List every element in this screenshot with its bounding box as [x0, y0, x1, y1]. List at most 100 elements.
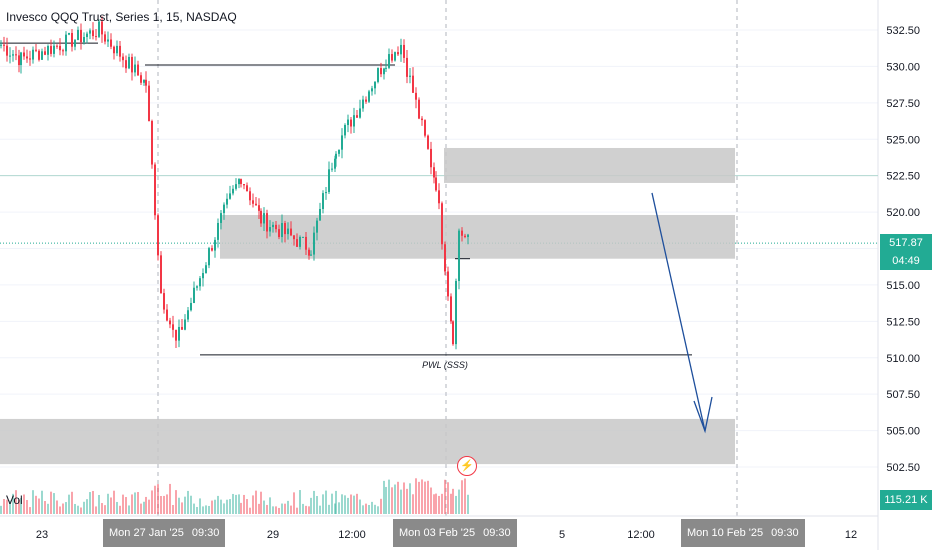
volume-bar	[464, 478, 466, 514]
candle-body	[6, 45, 8, 56]
volume-bar	[403, 482, 405, 514]
volume-bar	[252, 495, 254, 514]
volume-bar	[325, 490, 327, 514]
volume-bar	[131, 494, 133, 514]
volume-bar	[385, 486, 387, 514]
volume-bar	[229, 499, 231, 514]
candle-body	[331, 168, 333, 170]
volume-bar	[310, 497, 312, 514]
volume-bar	[86, 499, 88, 514]
volume-bar	[143, 501, 145, 514]
candle-body	[240, 179, 242, 184]
volume-bar	[427, 480, 429, 514]
volume-bar	[92, 490, 94, 514]
volume-bar	[50, 491, 52, 514]
time-tick-label: 23	[36, 529, 48, 541]
volume-bar	[119, 505, 121, 514]
candle-body	[199, 278, 201, 287]
volume-bar	[305, 505, 307, 514]
volume-bar	[181, 502, 183, 514]
volume-bar	[238, 494, 240, 514]
candle-body	[359, 108, 361, 118]
candle-body	[335, 153, 337, 159]
candle-body	[196, 286, 198, 288]
volume-bar	[157, 484, 159, 514]
candle-body	[412, 75, 414, 93]
candle-body	[140, 75, 142, 83]
candle-body	[290, 228, 292, 236]
candle-body	[435, 177, 437, 191]
candle-body	[455, 280, 457, 345]
candle-body	[113, 46, 115, 54]
candle-body	[9, 55, 11, 57]
demand-supply-zones[interactable]	[0, 147, 735, 465]
time-axis[interactable]: 23 29 12:00 5 12:00 12	[36, 529, 857, 541]
candle-body	[365, 99, 367, 102]
volume-bar	[316, 496, 318, 514]
candle-body	[116, 45, 118, 54]
price-tick-label: 532.50	[886, 25, 920, 37]
volume-bar	[368, 504, 370, 514]
volume-bar	[433, 494, 435, 514]
current-price-value: 517.87	[889, 237, 923, 249]
volume-bar	[178, 497, 180, 514]
candle-body	[59, 45, 61, 51]
pwl-label: PWL (SSS)	[422, 360, 468, 370]
volume-bar	[71, 491, 73, 514]
horizontal-levels[interactable]: PWL (SSS)	[0, 42, 692, 370]
volume-bar	[430, 487, 432, 514]
candle-body	[368, 91, 370, 102]
candle-body	[226, 198, 228, 205]
candle-body	[424, 120, 426, 136]
crosshair-time-label-3: Mon 10 Feb '25 09:30	[681, 519, 805, 547]
lightning-icon[interactable]: ⚡	[457, 456, 477, 476]
crosshair-time-1: 09:30	[191, 527, 220, 539]
candle-body	[238, 179, 240, 185]
volume-bar	[397, 481, 399, 514]
crosshair-time-2: 09:30	[483, 527, 511, 539]
candle-body	[92, 30, 94, 37]
volume-bar	[272, 506, 274, 514]
candle-body	[302, 236, 304, 238]
candle-body	[260, 210, 262, 224]
volume-bar	[62, 503, 64, 514]
candle-body	[80, 29, 82, 43]
candle-body	[284, 223, 286, 235]
candle-body	[143, 79, 145, 83]
volume-bar	[196, 506, 198, 514]
price-tick-label: 522.50	[886, 171, 920, 183]
candle-body	[415, 92, 417, 100]
volume-bar	[290, 505, 292, 514]
candle-body	[220, 213, 222, 223]
candle-body	[23, 52, 25, 57]
grid-layer	[0, 0, 879, 550]
volume-bar	[95, 506, 97, 514]
volume-bar	[347, 497, 349, 514]
candle-body	[62, 50, 64, 52]
volume-bar	[187, 490, 189, 514]
candle-body	[53, 45, 55, 54]
projection-arrow[interactable]	[651, 192, 713, 434]
volume-bar	[356, 493, 358, 514]
volume-bar	[223, 503, 225, 514]
volume-bar	[406, 488, 408, 514]
volume-bar	[263, 500, 265, 514]
candle-body	[134, 64, 136, 73]
volume-bar	[281, 503, 283, 514]
volume-bar	[415, 478, 417, 514]
candle-body	[160, 255, 162, 294]
candle-body	[172, 324, 174, 330]
candle-body	[447, 271, 449, 297]
volume-bar	[35, 495, 37, 514]
candle-body	[391, 54, 393, 61]
volume-bar	[65, 502, 67, 514]
candle-body	[430, 148, 432, 168]
volume-bar	[438, 495, 440, 514]
volume-bar	[113, 490, 115, 514]
candle-body	[319, 208, 321, 221]
volume-bar	[418, 481, 420, 514]
candle-body	[316, 220, 318, 233]
zone-rect	[0, 418, 735, 465]
candle-body	[275, 224, 277, 230]
